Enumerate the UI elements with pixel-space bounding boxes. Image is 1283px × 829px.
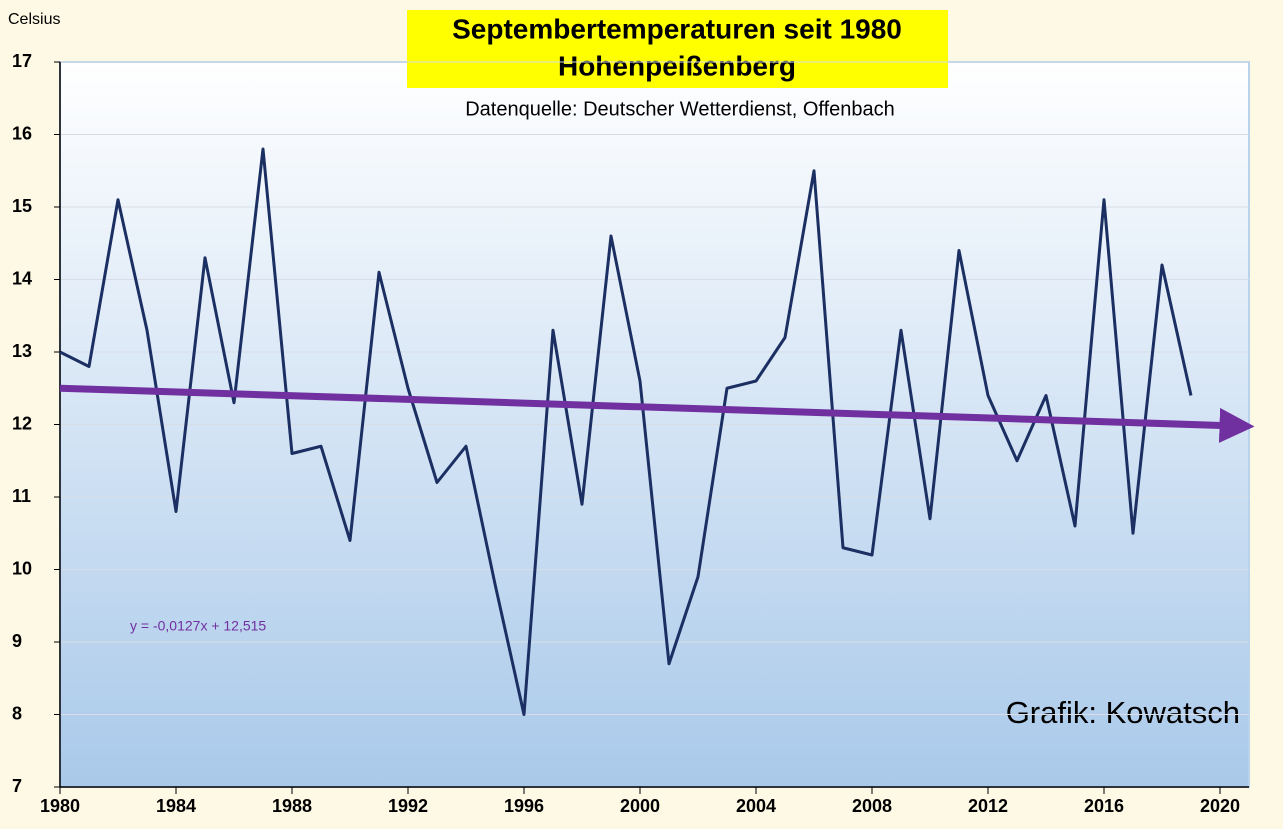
y-tick-label: 9 — [12, 631, 22, 651]
x-tick-label: 2000 — [620, 796, 660, 816]
y-tick-label: 16 — [12, 123, 32, 143]
data-line — [59, 147, 1193, 716]
title-box — [407, 10, 948, 88]
y-tick-label: 14 — [12, 268, 32, 288]
x-tick-label: 2004 — [736, 796, 776, 816]
trend-line — [59, 384, 1255, 443]
annotation: Grafik: Kowatsch — [1006, 695, 1240, 730]
x-tick-label: 1980 — [40, 796, 80, 816]
trend-equation: y = -0,0127x + 12,515 — [130, 618, 266, 634]
y-tick-label: 8 — [12, 703, 22, 723]
x-tick-label: 2012 — [968, 796, 1008, 816]
y-tick-label: 17 — [12, 51, 32, 71]
chart-title: Septembertemperaturen seit 1980 — [452, 13, 902, 44]
subtitle: Datenquelle: Deutscher Wetterdienst, Off… — [465, 98, 895, 120]
x-tick-label: 2008 — [852, 796, 892, 816]
y-tick-label: 7 — [12, 776, 22, 796]
x-tick-label: 2020 — [1200, 796, 1240, 816]
y-axis-label: Celsius — [8, 11, 60, 28]
x-tick-label: 1988 — [272, 796, 312, 816]
y-tick-label: 13 — [12, 341, 32, 361]
x-tick-label: 1992 — [388, 796, 428, 816]
x-tick-label: 2016 — [1084, 796, 1124, 816]
y-tick-label: 15 — [12, 196, 32, 216]
y-tick-label: 10 — [12, 558, 32, 578]
chart-title: Hohenpeißenberg — [558, 50, 796, 81]
x-tick-label: 1984 — [156, 796, 196, 816]
y-tick-label: 11 — [12, 486, 31, 506]
x-tick-label: 1996 — [504, 796, 544, 816]
y-tick-label: 12 — [12, 413, 32, 433]
